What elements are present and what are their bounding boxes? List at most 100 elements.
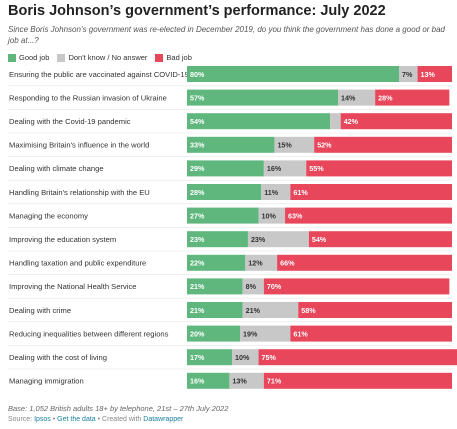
data-label-good: 54%	[190, 117, 205, 126]
footer-note: Base: 1,052 British adults 18+ by teleph…	[8, 404, 229, 413]
bar-good	[187, 302, 243, 318]
data-label-bad: 54%	[312, 235, 327, 244]
data-label-dont-know: 14%	[341, 93, 356, 102]
legend: Good job Don't know / No answer Bad job	[8, 52, 200, 63]
bar-good	[187, 160, 264, 177]
bar-good	[187, 254, 246, 271]
bar-dont-know	[242, 302, 299, 318]
bar-bad	[263, 372, 452, 389]
category-label: Responding to the Russian invasion of Uk…	[9, 93, 167, 102]
bar-bad	[290, 184, 452, 200]
footer-sep2: • Created with	[95, 416, 144, 423]
data-label-good: 23%	[190, 235, 205, 244]
source-prefix: Source:	[8, 416, 35, 423]
category-label: Improving the education system	[9, 235, 116, 244]
bar-good	[187, 231, 248, 248]
category-label: Managing the economy	[9, 211, 88, 220]
chart-subtitle: Since Boris Johnson’s government was re-…	[8, 25, 446, 45]
category-label: Ensuring the public are vaccinated again…	[9, 70, 189, 79]
bar-good	[187, 89, 339, 106]
footer-source: Source: Ipsos • Get the data • Created w…	[8, 416, 183, 423]
bar-dont-know	[330, 113, 341, 130]
bar-dont-know	[232, 349, 259, 366]
data-label-dont-know: 12%	[248, 259, 263, 268]
data-label-good: 80%	[190, 70, 205, 79]
source-link[interactable]: Ipsos	[34, 416, 51, 423]
bar-bad	[306, 160, 452, 177]
bar-bad	[277, 254, 452, 271]
datawrapper-link[interactable]: Datawrapper	[143, 416, 184, 423]
legend-label-good: Good job	[19, 53, 50, 62]
bar-bad	[290, 325, 452, 342]
bar-dont-know	[245, 254, 278, 271]
bar-bad	[298, 302, 452, 318]
data-label-good: 29%	[190, 164, 205, 173]
data-label-good: 28%	[190, 188, 205, 197]
legend-swatch-good	[8, 53, 16, 62]
data-label-dont-know: 11%	[264, 188, 279, 197]
data-label-bad: 13%	[421, 70, 436, 79]
data-label-dont-know: 7%	[402, 70, 413, 79]
data-label-bad: 66%	[280, 259, 295, 268]
bar-dont-know	[242, 278, 264, 295]
bar-dont-know	[258, 207, 286, 224]
data-label-good: 57%	[190, 93, 205, 102]
category-label: Improving the National Health Service	[9, 282, 136, 291]
category-label: Handling Britain's relationship with the…	[9, 188, 150, 197]
data-label-dont-know: 19%	[243, 329, 258, 338]
bar-bad	[285, 207, 452, 224]
bar-dont-know	[229, 372, 264, 389]
chart-title: Boris Johnson’s government’s performance…	[8, 3, 386, 19]
data-label-dont-know: 15%	[277, 141, 292, 150]
data-label-good: 16%	[190, 377, 205, 386]
legend-swatch-dont-know	[57, 53, 66, 62]
category-label: Maximising Britain's influence in the wo…	[9, 141, 149, 150]
category-label: Dealing with climate change	[9, 164, 104, 173]
bar-dont-know	[261, 184, 291, 200]
footer-sep1: •	[50, 416, 58, 423]
bar-dont-know	[240, 325, 291, 342]
data-label-good: 21%	[190, 282, 205, 291]
bar-dont-know	[263, 160, 307, 177]
category-label: Dealing with the Covid-19 pandemic	[9, 117, 131, 126]
data-label-bad: 75%	[262, 353, 277, 362]
data-label-good: 33%	[190, 141, 205, 150]
data-label-bad: 55%	[309, 164, 324, 173]
get-the-data-link[interactable]: Get the data	[57, 416, 96, 423]
legend-label-dont-know: Don't know / No answer	[68, 53, 148, 62]
data-label-good: 22%	[190, 259, 205, 268]
bar-dont-know	[399, 66, 418, 82]
data-label-bad: 61%	[293, 188, 308, 197]
bar-good	[187, 349, 233, 366]
data-label-dont-know: 21%	[246, 306, 261, 315]
category-label: Handling taxation and public expenditure	[9, 259, 146, 268]
bar-dont-know	[274, 136, 315, 153]
data-label-dont-know: 10%	[235, 353, 250, 362]
legend-item-bad: Bad job	[155, 53, 192, 62]
bar-bad	[308, 231, 452, 248]
data-label-bad: 28%	[378, 93, 393, 102]
bar-bad	[314, 136, 452, 153]
data-label-good: 20%	[190, 329, 205, 338]
category-label: Dealing with crime	[9, 306, 71, 315]
data-label-good: 21%	[190, 306, 205, 315]
data-label-dont-know: 8%	[246, 282, 257, 291]
category-label: Managing immigration	[9, 377, 84, 386]
legend-label-bad: Bad job	[166, 53, 192, 62]
legend-item-good: Good job	[8, 53, 49, 62]
category-label: Reducing inequalities between different …	[9, 329, 169, 338]
bar-good	[187, 207, 259, 224]
data-label-dont-know: 16%	[267, 164, 282, 173]
legend-swatch-bad	[155, 53, 164, 62]
bar-good	[187, 372, 230, 389]
bar-dont-know	[338, 89, 376, 106]
bar-bad	[375, 89, 450, 106]
data-label-bad: 52%	[317, 141, 332, 150]
data-label-bad: 71%	[267, 377, 282, 386]
data-label-bad: 58%	[301, 306, 316, 315]
data-label-dont-know: 13%	[232, 377, 247, 386]
data-label-bad: 70%	[267, 282, 282, 291]
bar-bad	[340, 113, 452, 130]
bar-bad	[263, 278, 450, 295]
